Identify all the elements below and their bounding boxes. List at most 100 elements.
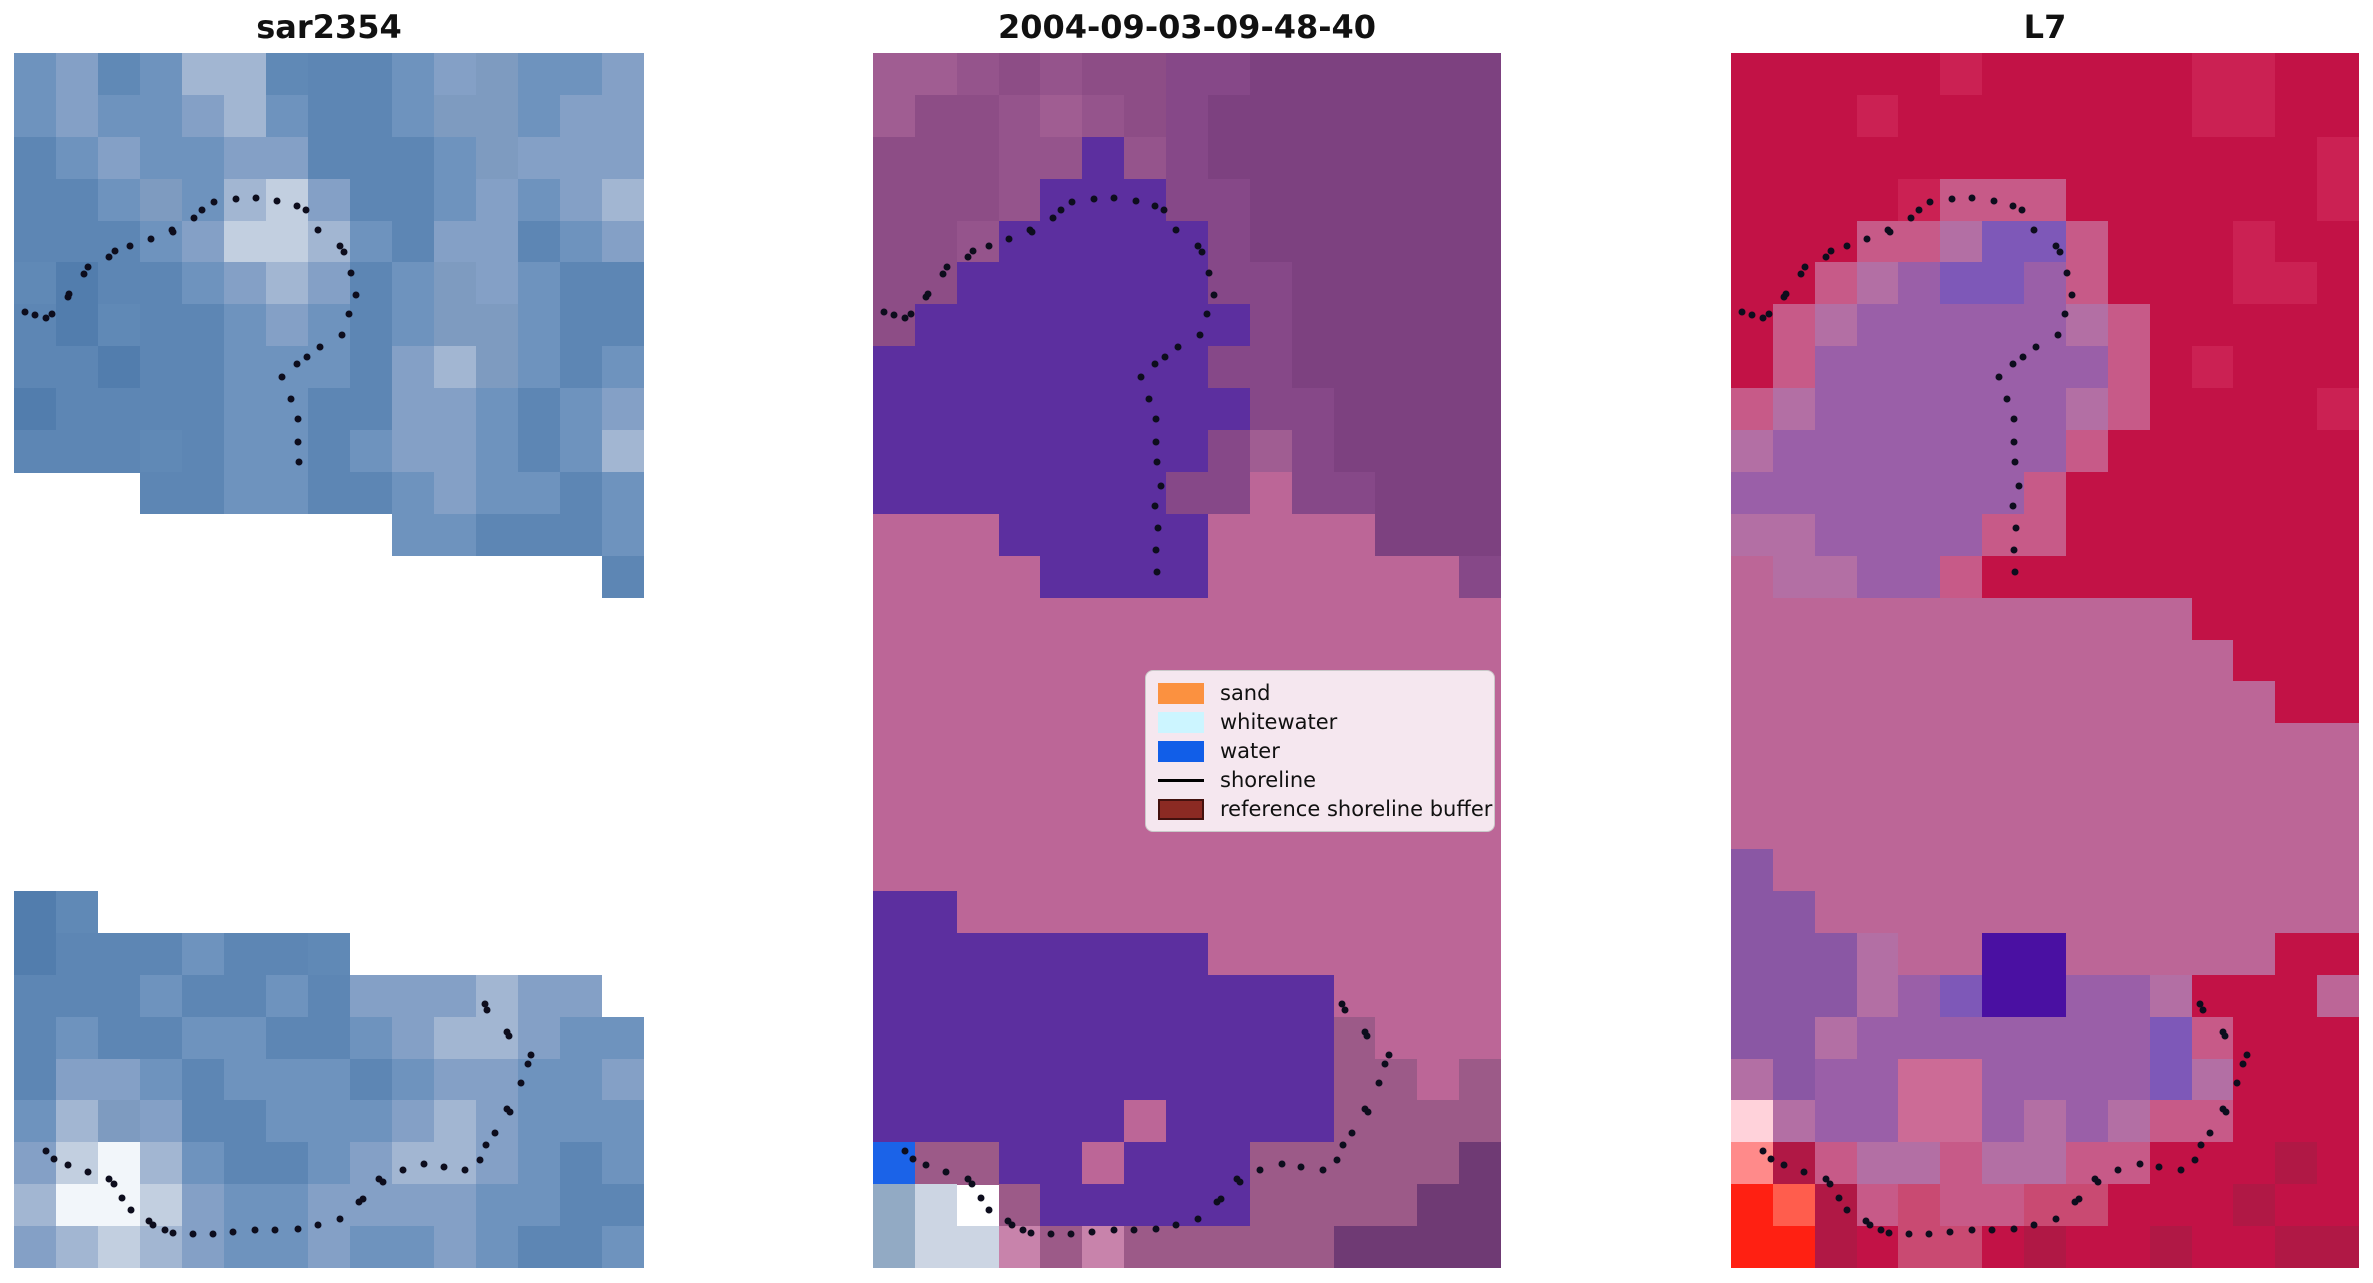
image-pixel: [2275, 220, 2318, 264]
shoreline-dot: [347, 269, 355, 277]
shoreline-dot: [110, 1180, 118, 1188]
image-pixel: [1940, 890, 1983, 934]
image-pixel: [1207, 178, 1251, 222]
image-pixel: [1814, 723, 1857, 766]
image-pixel: [560, 1100, 603, 1143]
image-pixel: [1333, 388, 1376, 431]
image-pixel: [1333, 471, 1376, 515]
shoreline-dot: [440, 1163, 448, 1171]
image-pixel: [434, 53, 477, 96]
shoreline-dot: [481, 1000, 489, 1008]
image-pixel: [140, 262, 183, 305]
image-pixel: [2065, 178, 2109, 222]
image-pixel: [434, 220, 477, 264]
image-pixel: [1166, 890, 1209, 934]
shoreline-dot: [2010, 546, 2018, 554]
image-pixel: [1124, 932, 1167, 976]
image-pixel: [518, 346, 561, 389]
image-pixel: [2275, 1100, 2318, 1143]
image-pixel: [1814, 1058, 1857, 1102]
image-pixel: [1731, 597, 1774, 641]
image-pixel: [1417, 136, 1460, 180]
image-pixel: [914, 53, 958, 96]
shoreline-dot: [1236, 1178, 1244, 1186]
image-pixel: [266, 94, 309, 138]
image-pixel: [2317, 849, 2359, 892]
image-pixel: [1856, 807, 1899, 850]
image-pixel: [1249, 1100, 1292, 1143]
image-pixel: [602, 388, 644, 431]
image-pixel: [2149, 849, 2192, 892]
shoreline-dot: [1826, 1180, 1834, 1188]
image-pixel: [98, 1226, 141, 1268]
image-pixel: [1207, 346, 1251, 389]
image-pixel: [914, 304, 958, 347]
image-pixel: [350, 304, 393, 347]
image-pixel: [1417, 304, 1460, 347]
image-pixel: [2233, 513, 2276, 557]
image-pixel: [308, 1100, 351, 1143]
image-pixel: [2191, 723, 2234, 766]
image-pixel: [873, 388, 916, 431]
image-pixel: [1417, 1058, 1460, 1102]
image-pixel: [1856, 304, 1899, 347]
image-pixel: [1940, 430, 1983, 473]
image-pixel: [873, 974, 916, 1018]
image-pixel: [1940, 1058, 1983, 1102]
image-pixel: [1731, 974, 1774, 1018]
image-pixel: [1814, 53, 1857, 96]
image-pixel: [2233, 1226, 2276, 1268]
image-pixel: [1249, 890, 1292, 934]
image-pixel: [1417, 849, 1460, 892]
image-pixel: [1249, 555, 1292, 599]
image-pixel: [2107, 723, 2150, 766]
image-pixel: [434, 471, 477, 515]
image-pixel: [266, 1100, 309, 1143]
image-pixel: [518, 53, 561, 96]
image-pixel: [98, 1142, 141, 1185]
image-pixel: [1333, 1142, 1376, 1185]
image-pixel: [1417, 513, 1460, 557]
image-pixel: [434, 262, 477, 305]
image-pixel: [1814, 1226, 1857, 1268]
image-pixel: [560, 262, 603, 305]
shoreline-dot: [1843, 242, 1851, 250]
legend-label: water: [1220, 739, 1280, 763]
image-pixel: [2024, 597, 2067, 641]
image-pixel: [182, 974, 225, 1018]
image-pixel: [602, 513, 644, 557]
image-pixel: [2191, 1100, 2234, 1143]
image-pixel: [392, 388, 435, 431]
image-pixel: [2065, 974, 2109, 1018]
image-pixel: [1375, 1184, 1418, 1227]
image-pixel: [1082, 681, 1125, 724]
image-pixel: [266, 932, 309, 976]
image-pixel: [1856, 555, 1899, 599]
image-pixel: [1375, 932, 1418, 976]
shoreline-dot: [969, 247, 977, 255]
image-pixel: [2191, 346, 2234, 389]
image-pixel: [2233, 346, 2276, 389]
image-pixel: [1772, 471, 1816, 515]
image-pixel: [1040, 513, 1083, 557]
shoreline-dot: [922, 1161, 930, 1169]
image-pixel: [1291, 220, 1334, 264]
image-pixel: [140, 388, 183, 431]
image-pixel: [1082, 136, 1125, 180]
shoreline-dot: [1385, 1051, 1393, 1059]
shoreline-dot: [1067, 1230, 1075, 1238]
image-pixel: [2233, 1016, 2276, 1060]
image-pixel: [560, 513, 603, 557]
image-pixel: [2065, 1058, 2109, 1102]
image-pixel: [308, 1016, 351, 1060]
image-pixel: [1731, 555, 1774, 599]
image-pixel: [1291, 262, 1334, 305]
image-pixel: [1207, 1142, 1251, 1185]
image-pixel: [602, 178, 644, 222]
image-pixel: [224, 220, 267, 264]
image-pixel: [1082, 597, 1125, 641]
image-pixel: [2024, 723, 2067, 766]
shoreline-dot: [1968, 1226, 1976, 1234]
shoreline-dot: [1780, 293, 1788, 301]
shoreline-dot: [1151, 502, 1159, 510]
